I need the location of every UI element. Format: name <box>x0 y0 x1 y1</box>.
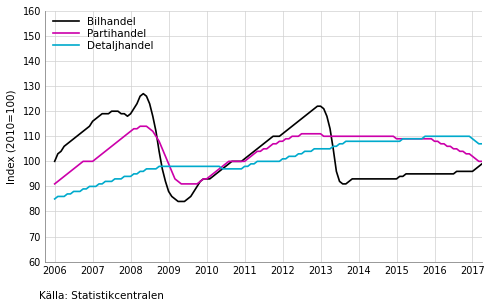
Text: Källa: Statistikcentralen: Källa: Statistikcentralen <box>39 291 164 301</box>
Line: Partihandel: Partihandel <box>55 126 493 184</box>
Bilhandel <box>381 177 387 181</box>
Bilhandel <box>118 112 124 116</box>
Line: Detaljhandel: Detaljhandel <box>55 136 493 199</box>
Legend: Bilhandel, Partihandel, Detaljhandel: Bilhandel, Partihandel, Detaljhandel <box>53 17 153 51</box>
Y-axis label: Index (2010=100): Index (2010=100) <box>7 89 17 184</box>
Bilhandel <box>428 172 434 176</box>
Bilhandel <box>83 127 89 131</box>
Line: Bilhandel: Bilhandel <box>55 94 493 202</box>
Partihandel <box>118 137 124 141</box>
Partihandel <box>194 182 200 186</box>
Detaljhandel <box>118 177 124 181</box>
Detaljhandel <box>425 134 431 138</box>
Bilhandel <box>141 92 146 95</box>
Bilhandel <box>422 172 428 176</box>
Detaljhandel <box>375 140 381 143</box>
Partihandel <box>137 124 143 128</box>
Bilhandel <box>197 180 203 183</box>
Bilhandel <box>52 160 58 163</box>
Detaljhandel <box>191 164 197 168</box>
Partihandel <box>419 137 425 141</box>
Detaljhandel <box>416 137 422 141</box>
Partihandel <box>425 137 431 141</box>
Detaljhandel <box>422 134 428 138</box>
Bilhandel <box>175 200 181 203</box>
Detaljhandel <box>83 187 89 191</box>
Partihandel <box>52 182 58 186</box>
Partihandel <box>83 160 89 163</box>
Detaljhandel <box>52 197 58 201</box>
Partihandel <box>378 134 384 138</box>
